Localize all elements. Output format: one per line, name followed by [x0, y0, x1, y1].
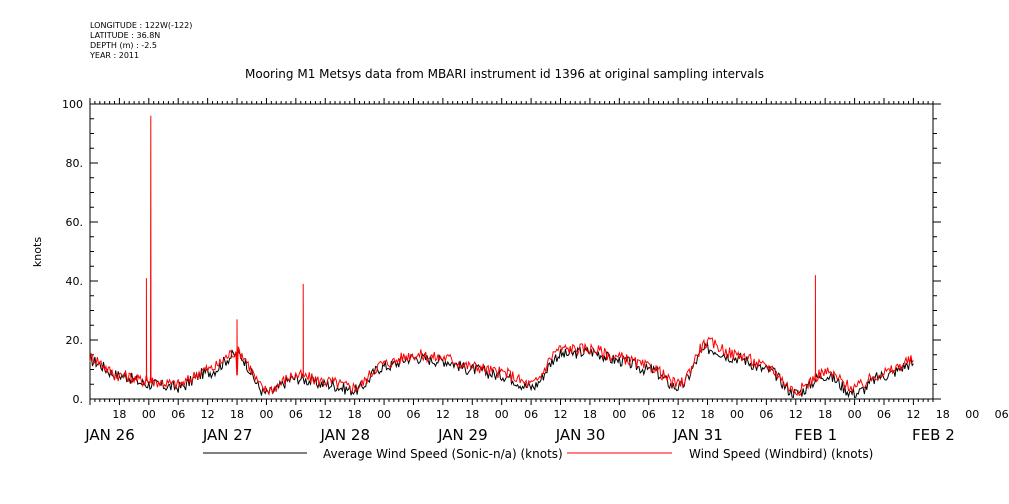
x-hour-label: 06 [995, 408, 1009, 421]
x-hour-label: 12 [906, 408, 920, 421]
y-axis-label: knots [31, 237, 44, 267]
x-hour-label: 06 [759, 408, 773, 421]
legend-label-windbird: Wind Speed (Windbird) (knots) [689, 447, 873, 461]
x-hour-label: 12 [789, 408, 803, 421]
x-hour-label: 18 [348, 408, 362, 421]
legend-label-average: Average Wind Speed (Sonic-n/a) (knots) [323, 447, 563, 461]
y-tick-label: 40. [66, 275, 84, 288]
x-hour-label: 18 [112, 408, 126, 421]
x-day-label: JAN 26 [84, 426, 135, 444]
x-hour-label: 00 [612, 408, 626, 421]
x-hour-label: 12 [671, 408, 685, 421]
x-hour-label: 06 [524, 408, 538, 421]
y-tick-label: 20. [66, 334, 84, 347]
x-hour-label: 18 [465, 408, 479, 421]
y-tick-label: 100 [62, 98, 83, 111]
x-hour-label: 12 [201, 408, 215, 421]
x-hour-label: 06 [877, 408, 891, 421]
x-hour-label: 18 [230, 408, 244, 421]
longitude-label: LONGITUDE : 122W(-122) [90, 21, 193, 30]
x-axis: 18 00 06 12 18 00 06 12 18 00 06 12 18 00 06 12 18 00 06 12… [84, 98, 1009, 444]
x-day-label: JAN 27 [202, 426, 253, 444]
x-hour-label: 06 [289, 408, 303, 421]
x-day-label: JAN 30 [555, 426, 606, 444]
plot-frame [89, 103, 934, 400]
metadata-block: LONGITUDE : 122W(-122) LATITUDE : 36.8N … [90, 21, 192, 61]
depth-label: DEPTH (m) : -2.5 [90, 41, 157, 50]
x-hour-label: 00 [142, 408, 156, 421]
chart-title: Mooring M1 Metsys data from MBARI instru… [245, 67, 764, 81]
x-day-label: FEB 2 [912, 426, 955, 444]
x-day-label: JAN 31 [672, 426, 723, 444]
series-layer [89, 115, 914, 399]
y-tick-label: 60. [66, 216, 84, 229]
y-axis: 0. 20. 40. 60. 80. 100 [62, 98, 941, 406]
series-line-1 [89, 115, 914, 397]
x-day-label: FEB 1 [794, 426, 837, 444]
latitude-label: LATITUDE : 36.8N [90, 31, 161, 40]
x-hour-label: 12 [318, 408, 332, 421]
x-hour-label: 00 [259, 408, 273, 421]
x-hour-label: 00 [965, 408, 979, 421]
x-hour-label: 00 [495, 408, 509, 421]
y-tick-label: 80. [66, 157, 84, 170]
x-hour-label: 18 [583, 408, 597, 421]
x-hour-label: 06 [171, 408, 185, 421]
x-day-label: JAN 28 [320, 426, 371, 444]
x-hour-label: 00 [848, 408, 862, 421]
y-tick-label: 0. [73, 393, 84, 406]
x-hour-label: 18 [936, 408, 950, 421]
x-hour-label: 12 [436, 408, 450, 421]
x-hour-label: 06 [406, 408, 420, 421]
x-day-label: JAN 29 [437, 426, 488, 444]
series-line-0 [89, 341, 914, 399]
x-hour-label: 06 [642, 408, 656, 421]
x-hour-label: 12 [554, 408, 568, 421]
x-hour-label: 00 [730, 408, 744, 421]
x-hour-label: 00 [377, 408, 391, 421]
year-label: YEAR : 2011 [90, 51, 140, 60]
legend: Average Wind Speed (Sonic-n/a) (knots) W… [203, 447, 873, 461]
x-hour-label: 18 [701, 408, 715, 421]
x-hour-label: 18 [818, 408, 832, 421]
